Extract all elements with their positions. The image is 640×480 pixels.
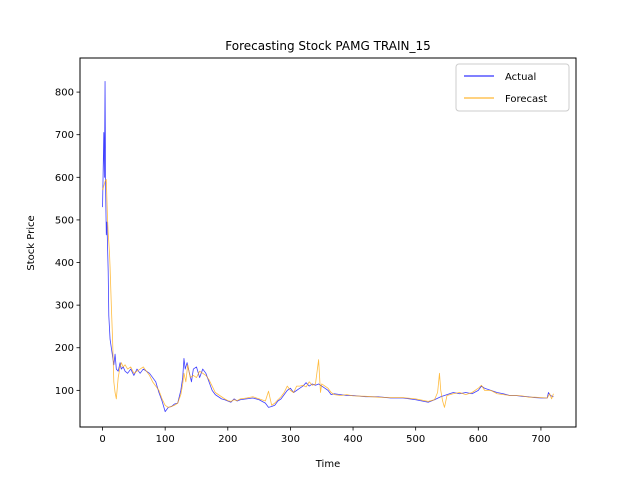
x-tick-label: 400	[344, 434, 363, 445]
y-tick-label: 800	[55, 88, 74, 99]
plot-frame	[79, 57, 577, 428]
x-tick-label: 0	[99, 434, 105, 445]
y-tick-label: 600	[55, 173, 74, 184]
y-tick-label: 100	[55, 386, 74, 397]
y-tick-label: 700	[55, 130, 74, 141]
x-tick-label: 700	[531, 434, 550, 445]
legend-label-actual: Actual	[505, 72, 536, 83]
chart-title: Forecasting Stock PAMG TRAIN_15	[225, 39, 431, 53]
series-line-actual	[102, 81, 554, 413]
x-axis-title: Time	[315, 459, 340, 470]
series-layer	[102, 81, 554, 413]
series-line-forecast	[102, 179, 554, 408]
x-tick-label: 600	[469, 434, 488, 445]
y-tick-label: 300	[55, 301, 74, 312]
y-tick-label: 500	[55, 215, 74, 226]
y-axis-title: Stock Price	[26, 215, 37, 270]
y-tick-label: 400	[55, 258, 74, 269]
x-tick-label: 300	[281, 434, 300, 445]
x-axis: 0 100 200 300 400 500 600 700	[99, 427, 550, 445]
y-tick-label: 200	[55, 343, 74, 354]
x-tick-label: 100	[156, 434, 175, 445]
y-axis: 100 200 300 400 500 600 700 800	[55, 88, 80, 397]
legend: Actual Forecast	[455, 63, 570, 112]
legend-label-forecast: Forecast	[505, 94, 547, 105]
x-tick-label: 500	[406, 434, 425, 445]
x-tick-label: 200	[218, 434, 237, 445]
